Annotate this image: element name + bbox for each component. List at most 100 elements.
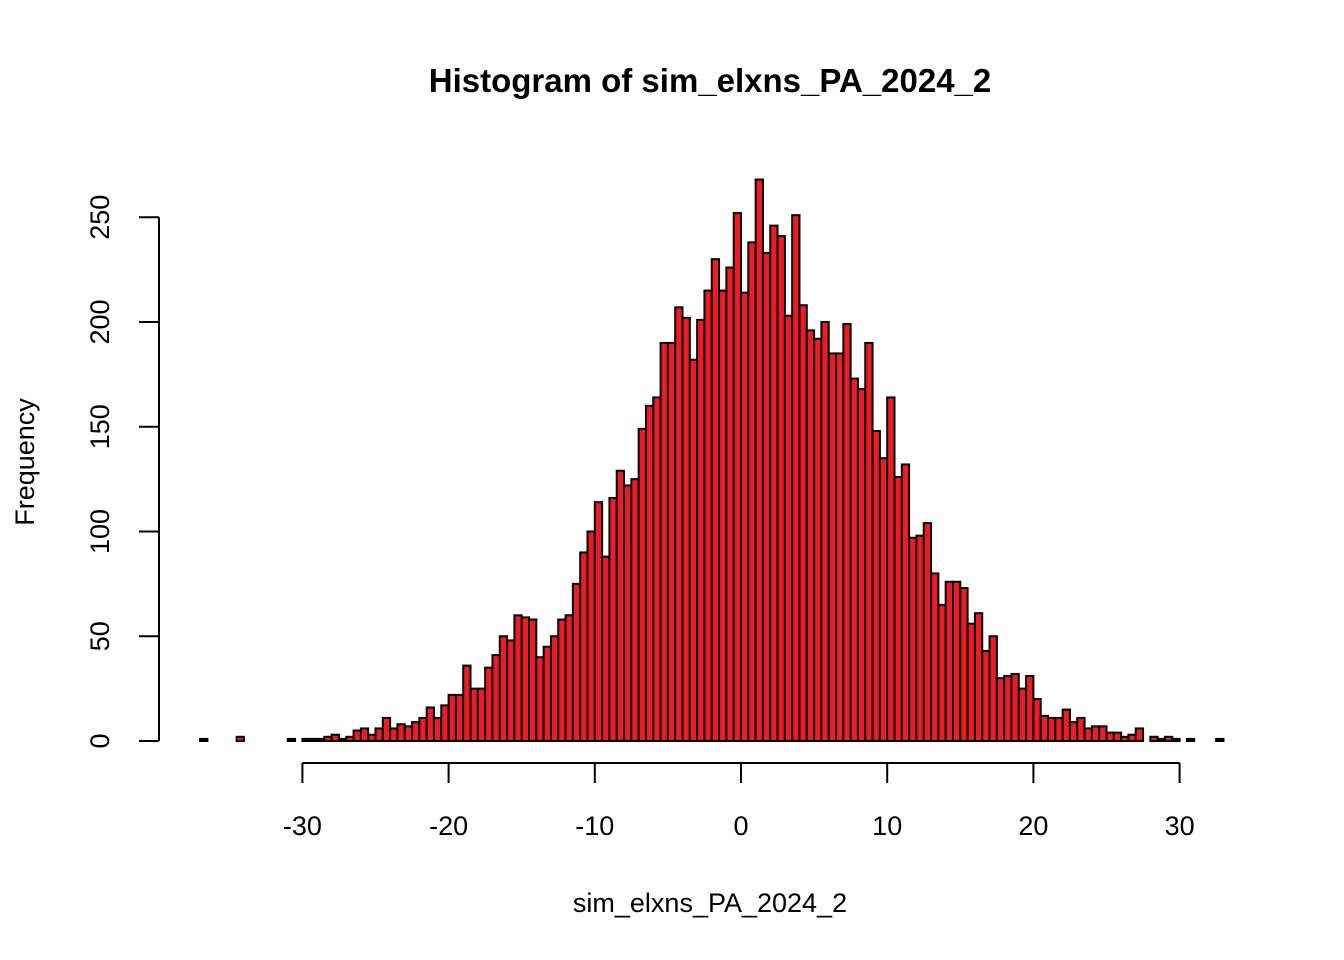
histogram-bar xyxy=(454,693,465,742)
histogram-bar xyxy=(440,704,450,743)
histogram-bar xyxy=(900,463,911,742)
x-tick-label: 30 xyxy=(1165,811,1195,841)
histogram-bar xyxy=(1061,708,1071,743)
histogram-bar xyxy=(403,725,414,743)
x-axis-label: sim_elxns_PA_2024_2 xyxy=(573,888,847,918)
histogram-bar xyxy=(476,687,487,743)
histogram-bar xyxy=(286,737,297,743)
histogram-bar xyxy=(235,735,245,742)
histogram-bar xyxy=(1120,735,1130,742)
histogram-bar xyxy=(973,612,984,743)
histogram-bar xyxy=(1047,716,1057,743)
histogram-bar xyxy=(1185,737,1196,743)
histogram-bar xyxy=(1068,721,1079,743)
histogram-bar xyxy=(506,639,516,742)
histogram-bar xyxy=(571,582,582,743)
histogram-bar xyxy=(396,723,406,742)
histogram-bar xyxy=(966,622,976,742)
histogram-bar xyxy=(513,614,523,742)
histogram-bar xyxy=(637,427,647,742)
histogram-bar xyxy=(805,329,816,742)
histogram-bar xyxy=(696,318,706,742)
histogram-bar xyxy=(856,388,867,742)
histogram-bar xyxy=(1215,737,1225,743)
y-axis-label: Frequency xyxy=(10,398,40,526)
histogram-bar xyxy=(1098,725,1108,743)
histogram-bar xyxy=(776,235,786,742)
histogram-bar xyxy=(520,616,531,743)
histogram-bar xyxy=(937,603,947,743)
histogram-bar xyxy=(842,323,852,742)
histogram-bar xyxy=(491,654,501,742)
histogram-bar xyxy=(418,716,428,743)
histogram-bar xyxy=(345,735,355,742)
x-tick-label: 0 xyxy=(733,811,748,841)
histogram-bar xyxy=(623,484,633,742)
histogram-bar xyxy=(542,645,552,742)
histogram-bar xyxy=(316,737,326,743)
histogram-bar xyxy=(1054,716,1064,743)
histogram-bar xyxy=(586,530,596,742)
histogram-bar xyxy=(703,289,713,742)
histogram-bar xyxy=(549,635,560,742)
histogram-bar xyxy=(754,178,764,743)
histogram-bar xyxy=(323,735,333,742)
histogram-bar xyxy=(783,314,794,742)
histogram-bar xyxy=(1105,731,1115,742)
chart-title: Histogram of sim_elxns_PA_2024_2 xyxy=(429,62,992,99)
histogram-bar xyxy=(761,251,772,743)
histogram-bar xyxy=(908,536,918,743)
histogram-bar xyxy=(630,478,640,743)
histogram-bar xyxy=(462,664,472,743)
y-axis: 0 50 100 150 200 250 xyxy=(85,195,160,749)
histogram-bar xyxy=(411,721,421,743)
histogram-bar xyxy=(674,306,684,742)
x-tick-label: -30 xyxy=(283,811,322,841)
histogram-bar xyxy=(959,587,969,742)
histogram-bar xyxy=(981,649,991,742)
histogram-bar xyxy=(718,289,728,742)
x-tick-label: -20 xyxy=(429,811,468,841)
histogram-bar xyxy=(528,618,538,742)
histogram-bar xyxy=(1083,727,1093,742)
histogram-bar xyxy=(1017,687,1028,743)
histogram-bar xyxy=(615,469,626,742)
histogram-bar xyxy=(1171,737,1181,743)
histogram-bar xyxy=(813,337,823,742)
histogram-bar xyxy=(1112,731,1123,742)
histogram-bar xyxy=(352,729,362,743)
histogram-bar xyxy=(710,258,721,742)
histogram-bar xyxy=(447,693,457,742)
histogram-bar xyxy=(1163,735,1174,742)
histogram-bar xyxy=(557,618,567,742)
histogram-bar xyxy=(871,429,881,742)
histogram-bar xyxy=(308,737,319,743)
histogram-bar xyxy=(199,737,209,743)
histogram-bar xyxy=(1003,675,1013,742)
y-tick-label: 200 xyxy=(85,299,115,344)
histogram-bar xyxy=(425,706,435,742)
histogram-bar xyxy=(367,733,377,742)
histogram-bar xyxy=(1010,672,1020,743)
histogram-bar xyxy=(666,341,677,742)
histogram-bar xyxy=(747,241,757,742)
histogram-bar xyxy=(878,457,889,742)
histogram-bar xyxy=(1039,714,1050,742)
x-tick-label: 10 xyxy=(872,811,902,841)
histogram-bar xyxy=(835,352,845,742)
histogram-bar xyxy=(769,224,779,742)
histogram-bar xyxy=(484,666,494,742)
y-tick-label: 50 xyxy=(85,621,115,651)
histogram-bar xyxy=(381,716,392,743)
histogram-bar xyxy=(1134,727,1145,742)
x-tick-label: 20 xyxy=(1018,811,1048,841)
histogram-bar xyxy=(951,580,962,743)
histogram-bar xyxy=(1025,675,1035,742)
histogram-bar xyxy=(593,501,604,743)
histogram-bar xyxy=(564,614,574,742)
histogram-bar xyxy=(988,635,998,742)
histogram-bar xyxy=(922,522,933,742)
x-tick-label: -10 xyxy=(575,811,614,841)
histogram-bar xyxy=(608,496,618,743)
